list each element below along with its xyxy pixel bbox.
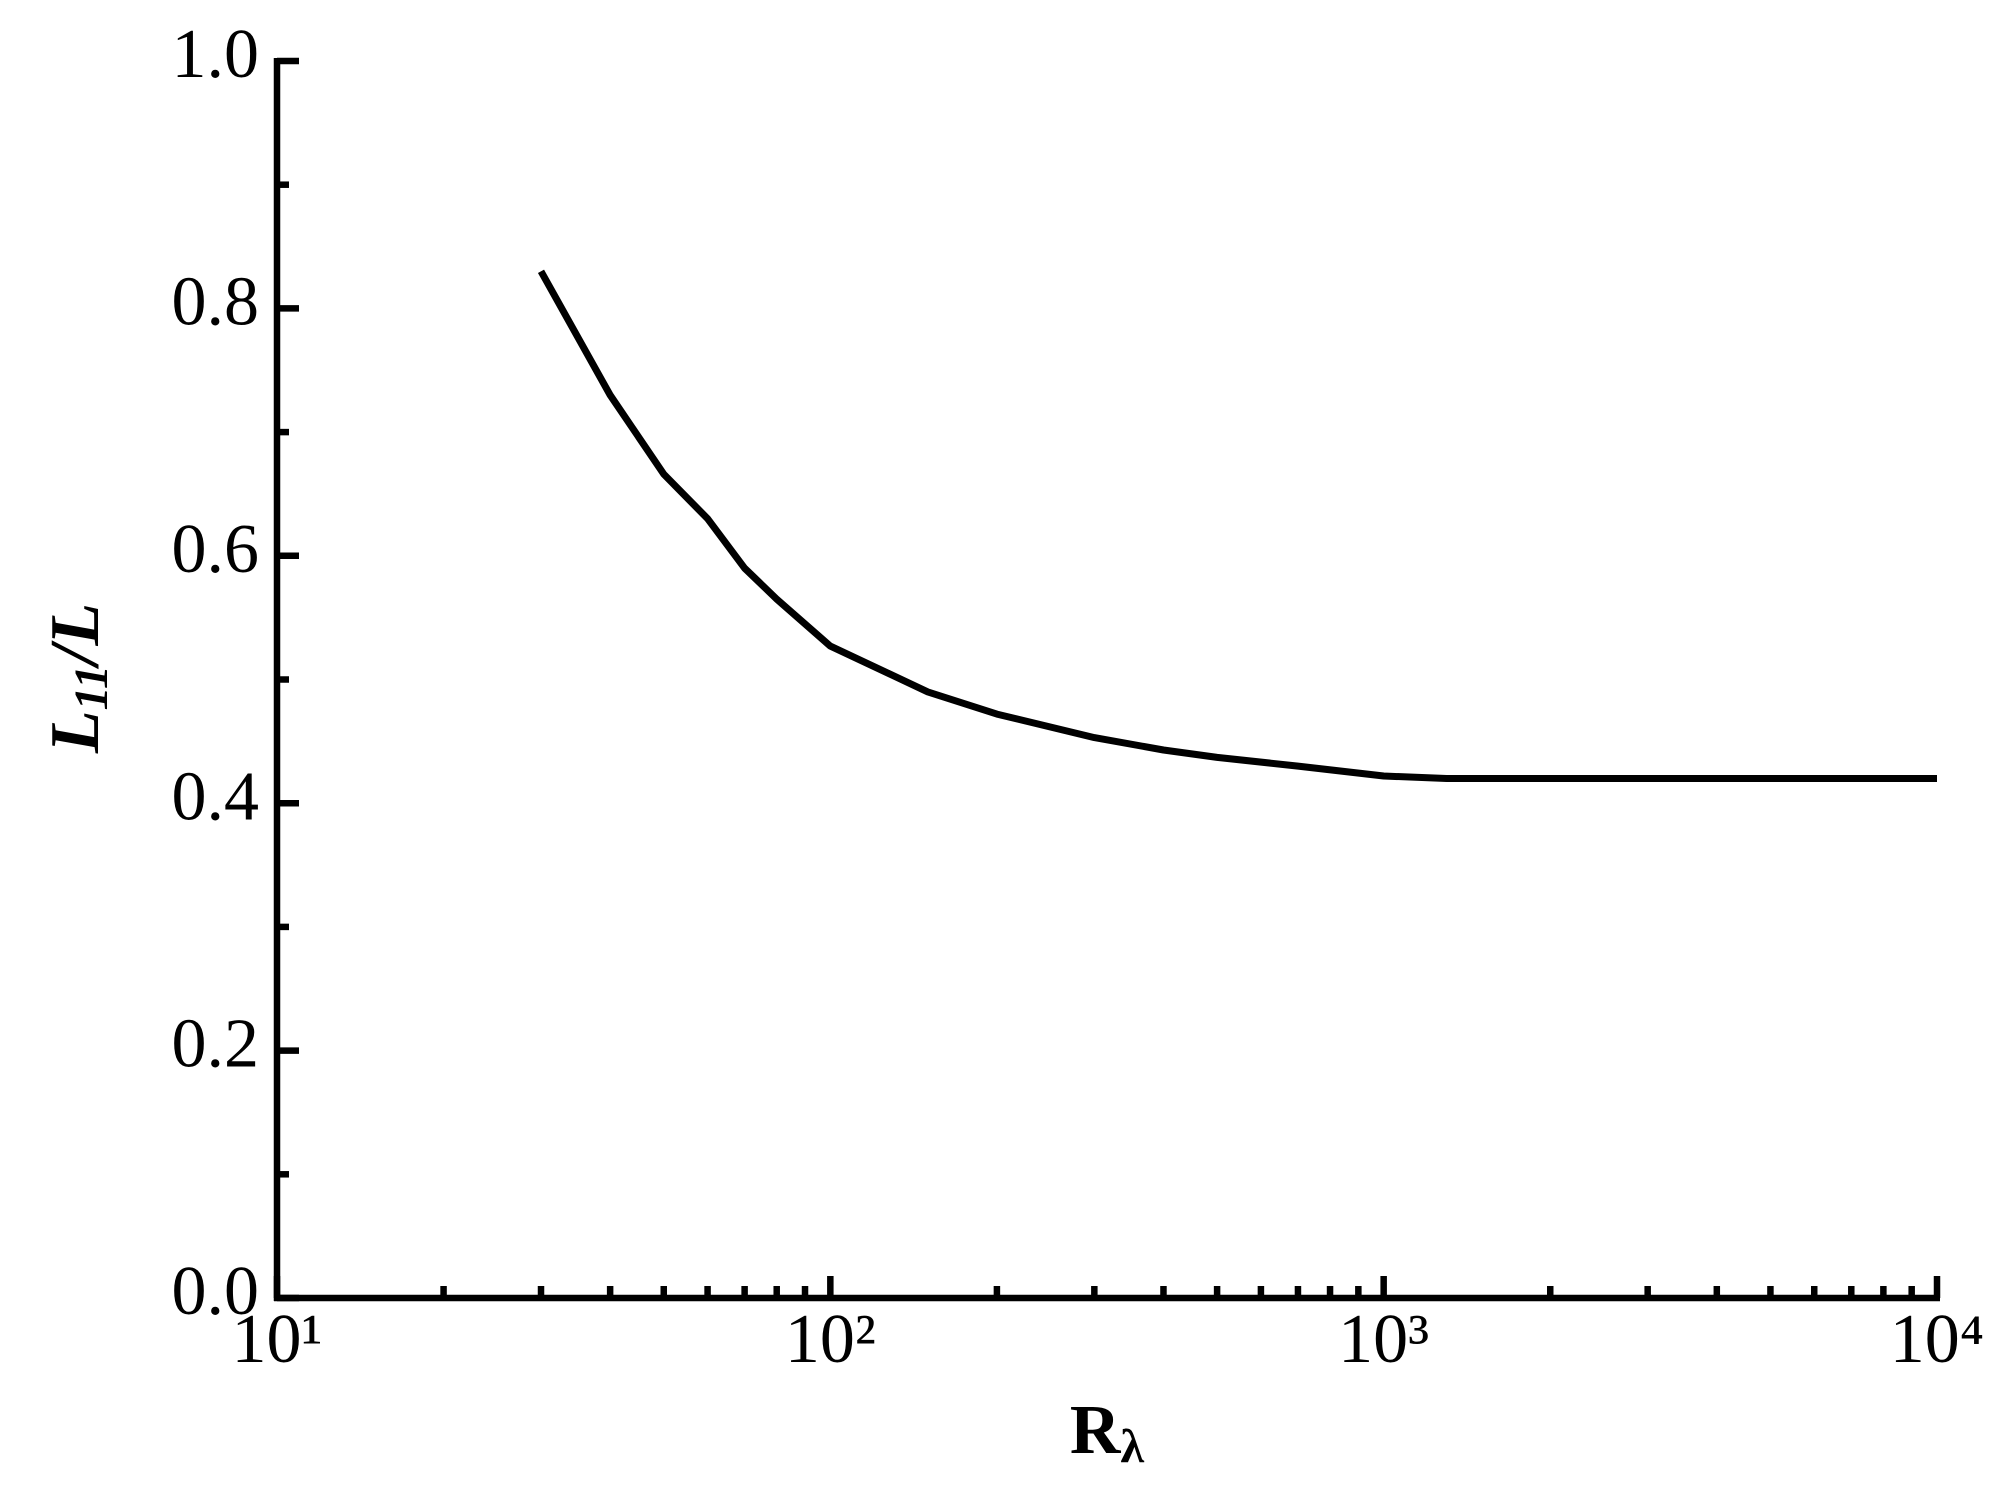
y-title-main: L [37, 710, 114, 754]
y-tick-label: 0.6 [172, 511, 260, 588]
y-tick-label: 0.8 [172, 263, 260, 340]
x-tick-label: 10¹ [232, 1301, 323, 1378]
x-tick-label: 10⁴ [1890, 1301, 1984, 1378]
y-tick-label: 1.0 [172, 16, 260, 93]
y-title-sub: 11 [65, 665, 118, 710]
y-axis-title: L11/L [37, 603, 118, 754]
y-tick-label: 0.4 [172, 758, 260, 835]
x-axis-title: Rλ [1070, 1392, 1145, 1473]
x-tick-label: 10² [785, 1301, 876, 1378]
y-title-rest: /L [37, 603, 114, 670]
x-title-sub: λ [1120, 1420, 1144, 1473]
y-tick-label: 0.2 [172, 1006, 260, 1083]
y-tick-label: 0.0 [172, 1253, 260, 1330]
x-tick-label: 10³ [1338, 1301, 1429, 1378]
x-title-main: R [1070, 1392, 1122, 1469]
data-line [537, 269, 1937, 782]
